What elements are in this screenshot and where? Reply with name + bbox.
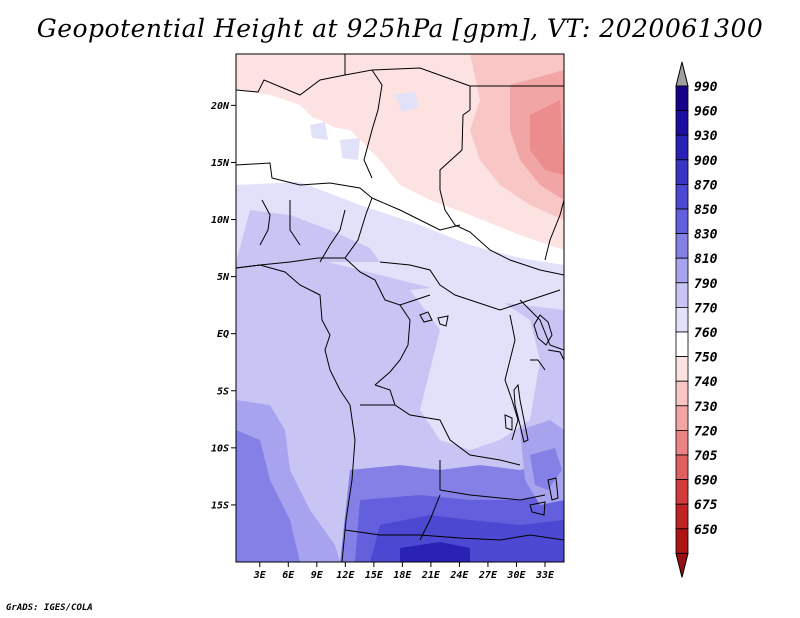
lon-tick-label: 15E: [365, 570, 384, 581]
lon-tick-label: 18E: [393, 570, 412, 581]
colorbar-label: 810: [694, 252, 718, 267]
lon-tick-label: 24E: [449, 570, 469, 581]
lat-tick-label: 5N: [217, 272, 230, 283]
colorbar-bottom-arrow: [675, 552, 689, 578]
longitude-axis: 3E 6E 9E 12E 15E 18E 21E 24E 27E 30E 33E: [253, 562, 555, 581]
colorbar-swatch: [675, 528, 689, 554]
colorbar-swatch: [675, 85, 689, 112]
height-field: [236, 54, 564, 562]
colorbar-label: 830: [694, 228, 718, 243]
lat-tick-label: 15N: [211, 158, 230, 169]
colorbar-swatch: [675, 233, 689, 259]
colorbar-swatch: [675, 183, 689, 210]
lon-tick-label: 33E: [535, 570, 555, 581]
colorbar-label: 740: [694, 375, 718, 390]
lat-tick-label: 5S: [217, 386, 229, 397]
colorbar: 990 960 930 900 870 850 830 810 790 770 760 750 740 7…: [675, 61, 718, 578]
lon-tick-label: 6E: [282, 570, 295, 581]
colorbar-label: 990: [694, 80, 718, 95]
lat-tick-label: 10S: [211, 443, 229, 454]
colorbar-swatch: [675, 134, 689, 161]
lat-tick-label: 20N: [210, 101, 230, 112]
colorbar-label: 850: [694, 203, 718, 218]
colorbar-swatch: [675, 331, 689, 358]
colorbar-label: 960: [694, 105, 718, 120]
colorbar-swatch: [675, 503, 689, 530]
colorbar-swatch: [675, 356, 689, 382]
colorbar-label: 705: [694, 449, 718, 464]
lon-tick-label: 27E: [478, 570, 498, 581]
lakes: [419, 311, 559, 516]
lat-tick-label: 10N: [211, 215, 230, 226]
lon-tick-label: 9E: [311, 570, 324, 581]
lat-tick-label: EQ: [217, 329, 229, 340]
lon-tick-label: 30E: [506, 570, 526, 581]
latitude-axis: 20N 15N 10N 5N EQ 5S 10S 15S: [210, 101, 236, 511]
colorbar-swatch: [675, 208, 689, 235]
colorbar-label: 900: [694, 154, 718, 169]
lat-tick-label: 15S: [211, 500, 229, 511]
colorbar-label: 770: [694, 301, 718, 316]
colorbar-top-arrow: [675, 61, 689, 87]
colorbar-label: 760: [694, 326, 718, 341]
lon-tick-label: 21E: [421, 570, 441, 581]
colorbar-label: 690: [694, 474, 718, 489]
colorbar-swatch: [675, 479, 689, 505]
colorbar-label: 790: [694, 277, 718, 292]
credit-label: GrADS: IGES/COLA: [6, 603, 93, 613]
colorbar-swatch: [675, 257, 689, 284]
map-title: Geopotential Height at 925hPa [gpm], VT:…: [36, 14, 764, 43]
map-frame: [235, 53, 565, 563]
lon-tick-label: 3E: [253, 570, 267, 581]
lon-tick-label: 12E: [336, 570, 355, 581]
coastlines-borders: [236, 54, 564, 562]
colorbar-label: 720: [694, 424, 718, 439]
colorbar-label: 870: [694, 178, 718, 193]
colorbar-swatch: [675, 454, 689, 481]
colorbar-swatch: [675, 306, 689, 333]
colorbar-swatch: [675, 159, 689, 185]
colorbar-swatch: [675, 110, 689, 136]
colorbar-swatch: [675, 380, 689, 407]
colorbar-label: 750: [694, 351, 718, 366]
colorbar-swatch: [675, 405, 689, 431]
colorbar-label: 930: [694, 129, 718, 144]
colorbar-label: 730: [694, 400, 718, 415]
colorbar-swatch: [675, 429, 689, 456]
colorbar-label: 650: [694, 523, 718, 538]
colorbar-swatch: [675, 282, 689, 308]
colorbar-label: 675: [694, 498, 718, 513]
